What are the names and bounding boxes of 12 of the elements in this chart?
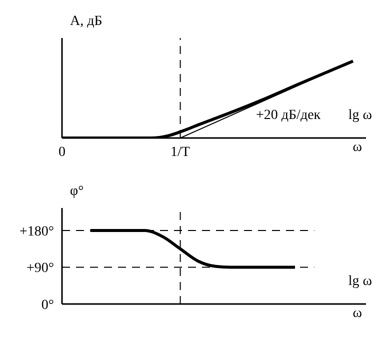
text: ω	[352, 306, 362, 322]
x-tick-label: 0	[58, 144, 66, 160]
y-tick-label: +180°	[20, 224, 54, 240]
annotation: lg ω	[348, 108, 372, 124]
annotation: lg ω	[348, 274, 372, 290]
y-tick-label: 0°	[41, 298, 54, 313]
y-axis-title: A, дБ	[70, 14, 102, 30]
annotation: +20 дБ/дек	[256, 108, 321, 124]
y-axis-title: φ°	[70, 184, 84, 200]
x-tick-label: 1/T	[170, 144, 190, 160]
y-tick-label: +90°	[26, 261, 54, 276]
text: ω	[352, 140, 362, 156]
